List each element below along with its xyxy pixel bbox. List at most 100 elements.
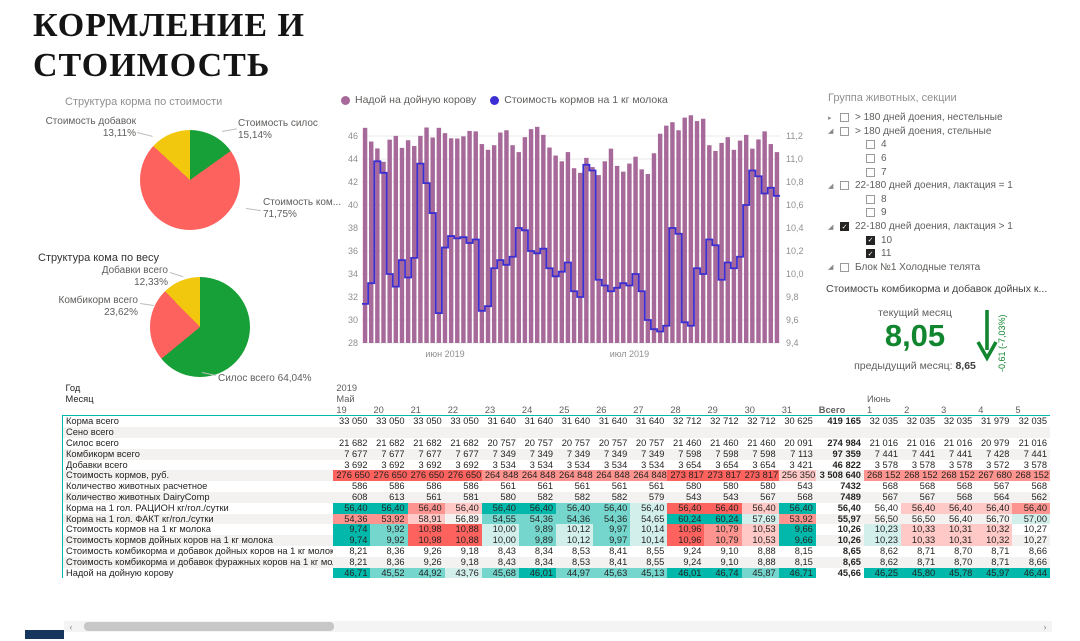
bar[interactable] xyxy=(516,152,521,343)
slicer-item-label[interactable]: 6 xyxy=(881,153,887,165)
bar[interactable] xyxy=(670,122,675,343)
slicer-item-label[interactable]: 10 xyxy=(881,234,893,246)
slicer-item-2[interactable]: 4 xyxy=(828,138,1074,152)
bar[interactable] xyxy=(467,130,472,343)
bar[interactable] xyxy=(448,138,454,343)
slicer-item-label[interactable]: 22-180 дней доения, лактация = 1 xyxy=(855,180,1013,192)
checkbox[interactable] xyxy=(866,208,875,218)
legend-item-feed-cost[interactable]: Стоимость кормов на 1 кг молока xyxy=(490,94,668,106)
pie-chart-feed-weight[interactable] xyxy=(150,277,250,377)
bar[interactable] xyxy=(627,163,632,343)
slicer-item-label[interactable]: 7 xyxy=(881,166,887,178)
bar[interactable] xyxy=(565,152,571,343)
bar[interactable] xyxy=(657,133,663,343)
bar[interactable] xyxy=(436,127,442,343)
bar[interactable] xyxy=(737,140,743,343)
checkbox[interactable]: ✓ xyxy=(840,222,849,232)
bar[interactable] xyxy=(553,155,558,343)
bar[interactable] xyxy=(633,156,638,343)
bar[interactable] xyxy=(412,146,417,343)
bar[interactable] xyxy=(455,138,460,343)
bar[interactable] xyxy=(479,144,485,343)
bar[interactable] xyxy=(541,134,546,343)
slicer-item-label[interactable]: 4 xyxy=(881,139,887,151)
bar[interactable] xyxy=(608,148,614,343)
bar[interactable] xyxy=(369,141,374,343)
checkbox[interactable] xyxy=(840,262,849,272)
checkbox[interactable]: ✓ xyxy=(866,235,875,245)
bar[interactable] xyxy=(393,135,399,343)
bar[interactable] xyxy=(590,167,595,343)
checkbox[interactable] xyxy=(866,167,875,177)
bar[interactable] xyxy=(375,148,380,343)
scrollbar-thumb[interactable] xyxy=(84,622,334,631)
bar[interactable] xyxy=(584,157,589,343)
bar[interactable] xyxy=(596,175,601,343)
caret-expanded-icon[interactable]: ◢ xyxy=(828,223,834,231)
legend-item-milk-yield[interactable]: Надой на дойную корову xyxy=(341,94,476,106)
bar[interactable] xyxy=(664,125,669,344)
bar[interactable] xyxy=(645,173,651,343)
bar[interactable] xyxy=(430,137,435,344)
slicer-item-label[interactable]: 22-180 дней доения, лактация > 1 xyxy=(855,221,1013,233)
bar[interactable] xyxy=(405,140,411,343)
bar[interactable] xyxy=(491,145,497,343)
slicer-item-6[interactable]: 8 xyxy=(828,193,1074,207)
caret-expanded-icon[interactable]: ◢ xyxy=(828,182,834,190)
slicer-item-label[interactable]: 9 xyxy=(881,207,887,219)
bar[interactable] xyxy=(762,131,767,343)
bar[interactable] xyxy=(676,130,681,343)
line-series[interactable] xyxy=(362,160,780,333)
checkbox[interactable] xyxy=(840,126,849,136)
checkbox[interactable]: ✓ xyxy=(866,249,875,259)
bar[interactable] xyxy=(725,137,730,343)
slicer-item-label[interactable]: 8 xyxy=(881,193,887,205)
slicer-item-3[interactable]: 6 xyxy=(828,152,1074,166)
checkbox[interactable] xyxy=(866,140,875,150)
bar[interactable] xyxy=(621,171,626,343)
bar[interactable] xyxy=(694,121,700,343)
bar[interactable] xyxy=(424,127,429,344)
slicer-item-11[interactable]: ◢ Блок №1 Холодные телята xyxy=(828,261,1074,275)
slicer-item-label[interactable]: Блок №1 Холодные телята xyxy=(855,261,981,273)
bar[interactable] xyxy=(547,147,552,344)
bar[interactable] xyxy=(688,115,694,343)
bar[interactable] xyxy=(381,161,386,343)
pie-chart-feed-cost[interactable] xyxy=(140,130,240,230)
bar[interactable] xyxy=(651,153,657,343)
bar[interactable] xyxy=(719,142,724,343)
checkbox[interactable] xyxy=(866,154,875,164)
slicer-item-label[interactable]: > 180 дней доения, нестельные xyxy=(855,112,1003,124)
bar[interactable] xyxy=(418,135,423,343)
bar[interactable] xyxy=(614,165,620,343)
bar[interactable] xyxy=(750,148,755,343)
bar[interactable] xyxy=(362,127,368,343)
slicer-item-4[interactable]: 7 xyxy=(828,165,1074,179)
bar[interactable] xyxy=(387,139,392,343)
bar[interactable] xyxy=(571,168,577,343)
bar[interactable] xyxy=(510,145,515,343)
bar[interactable] xyxy=(498,132,503,343)
checkbox[interactable] xyxy=(840,113,849,123)
bar[interactable] xyxy=(768,144,773,343)
bar[interactable] xyxy=(639,169,644,343)
slicer-item-9[interactable]: ✓ 10 xyxy=(828,233,1074,247)
scroll-left-arrow-icon[interactable]: ‹ xyxy=(69,621,73,632)
bar[interactable] xyxy=(485,149,491,343)
bar[interactable] xyxy=(504,130,509,343)
bar[interactable] xyxy=(399,147,405,343)
scroll-right-arrow-icon[interactable]: › xyxy=(1043,621,1047,632)
caret-expanded-icon[interactable]: ◢ xyxy=(828,128,834,136)
bar[interactable] xyxy=(707,145,712,343)
bar[interactable] xyxy=(473,131,478,343)
slicer-item-8[interactable]: ◢ ✓ 22-180 дней доения, лактация > 1 xyxy=(828,220,1074,234)
slicer-item-label[interactable]: > 180 дней доения, стельные xyxy=(855,125,992,137)
horizontal-scrollbar[interactable]: ‹ › xyxy=(64,621,1052,632)
slicer-item-0[interactable]: ▸ > 180 дней доения, нестельные xyxy=(828,111,1074,125)
slicer-item-5[interactable]: ◢ 22-180 дней доения, лактация = 1 xyxy=(828,179,1074,193)
bar[interactable] xyxy=(713,150,718,343)
bar[interactable] xyxy=(756,139,761,343)
bar[interactable] xyxy=(743,134,749,343)
slicer-item-1[interactable]: ◢ > 180 дней доения, стельные xyxy=(828,125,1074,139)
checkbox[interactable] xyxy=(866,194,875,204)
